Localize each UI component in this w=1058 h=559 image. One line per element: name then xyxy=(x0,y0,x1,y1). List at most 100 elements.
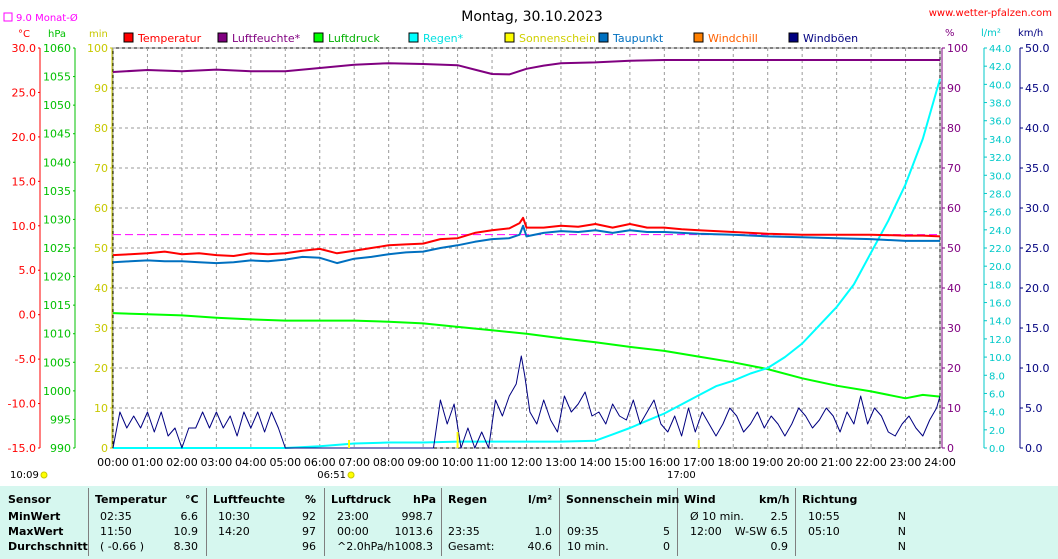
x-tick-label: 05:00 xyxy=(269,456,301,469)
pressure-axis-tick-label: 1060 xyxy=(43,42,71,55)
site-link[interactable]: www.wetter-pfalzen.com xyxy=(929,8,1052,19)
rain-axis-tick-label: 34.0 xyxy=(989,135,1011,146)
humidity-axis-tick-label: 90 xyxy=(947,82,961,95)
rain-axis-tick-label: 8.0 xyxy=(989,371,1005,382)
humidity-axis-tick-label: 70 xyxy=(947,162,961,175)
rain-axis-tick-label: 30.0 xyxy=(989,171,1011,182)
weather-chart: Montag, 30.10.2023 www.wetter-pfalzen.co… xyxy=(3,8,1052,481)
rain-axis-tick-label: 22.0 xyxy=(989,244,1011,255)
legend-label: Windböen xyxy=(803,32,858,45)
humidity-axis-tick-label: 0 xyxy=(947,442,954,455)
temp-axis-tick-label: 20.0 xyxy=(12,131,37,144)
x-tick-label: 10:00 xyxy=(442,456,474,469)
rain-value: 1.0 xyxy=(534,525,553,538)
rain-axis-tick-label: 28.0 xyxy=(989,189,1011,200)
wind-axis-tick-label: 15.0 xyxy=(1025,322,1050,335)
press-value: 1008.3 xyxy=(394,540,434,553)
pressure-axis-tick-label: 1025 xyxy=(43,242,71,255)
legend-label: Regen* xyxy=(423,32,464,45)
col-wind: Wind xyxy=(684,493,716,506)
dir-value: N xyxy=(897,525,906,538)
x-tick-label: 20:00 xyxy=(786,456,818,469)
rain-axis-tick-label: 32.0 xyxy=(989,153,1011,164)
hum-time: 10:30 xyxy=(218,510,250,523)
rain-axis-tick-label: 36.0 xyxy=(989,117,1011,128)
wind-value: 0.9 xyxy=(770,540,789,553)
monthly-avg-label: 9.0 Monat-Ø xyxy=(16,12,78,24)
sunrise-label: 06:51 xyxy=(317,470,346,481)
sunset-label: 17:00 xyxy=(667,470,696,481)
rain-time: Gesamt: xyxy=(448,540,495,553)
minutes-axis-tick-label: 90 xyxy=(94,82,108,95)
legend-swatch xyxy=(693,32,704,43)
temp-axis-tick-label: 25.0 xyxy=(12,86,37,99)
row-label: MinWert xyxy=(8,510,61,523)
x-tick-label: 23:00 xyxy=(890,456,922,469)
col-regen-unit: l/m² xyxy=(528,493,553,506)
temp-value: 6.6 xyxy=(180,510,199,523)
dewpoint-line xyxy=(112,224,940,265)
temp-axis-tick-label: 10.0 xyxy=(12,220,37,233)
minutes-axis-tick-label: 70 xyxy=(94,162,108,175)
humidity-axis-tick-label: 40 xyxy=(947,282,961,295)
temp-time: 02:35 xyxy=(100,510,132,523)
pressure-axis-tick-label: 1050 xyxy=(43,99,71,112)
x-tick-label: 07:00 xyxy=(338,456,370,469)
rain-axis-tick-label: 24.0 xyxy=(989,226,1011,237)
x-tick-label: 21:00 xyxy=(821,456,853,469)
temp-time: 11:50 xyxy=(100,525,132,538)
rain-axis-tick-label: 10.0 xyxy=(989,353,1011,364)
x-tick-label: 17:00 xyxy=(683,456,715,469)
x-tick-label: 24:00 xyxy=(924,456,956,469)
pressure-axis-tick-label: 995 xyxy=(50,413,71,426)
wind-time: Ø 10 min. xyxy=(690,510,744,523)
x-tick-label: 13:00 xyxy=(545,456,577,469)
legend-swatch xyxy=(788,32,799,43)
dir-time: 05:10 xyxy=(808,525,840,538)
rain-axis-tick-label: 20.0 xyxy=(989,262,1011,273)
sun-time: 10 min. xyxy=(567,540,609,553)
temp-axis-tick-label: 0.0 xyxy=(19,309,37,322)
legend-label: Taupunkt xyxy=(612,32,664,45)
pressure-axis-tick-label: 1005 xyxy=(43,356,71,369)
col-richtung: Richtung xyxy=(802,493,858,506)
temp-axis-tick-label: 5.0 xyxy=(19,264,37,277)
minutes-axis-tick-label: 60 xyxy=(94,202,108,215)
x-tick-label: 04:00 xyxy=(235,456,267,469)
hum-value: 97 xyxy=(302,525,316,538)
minutes-unit: min xyxy=(89,29,108,40)
temp-axis-tick-label: -5.0 xyxy=(15,353,36,366)
col-regen: Regen xyxy=(448,493,488,506)
hum-value: 96 xyxy=(302,540,316,553)
press-time: 00:00 xyxy=(337,525,369,538)
wind-gust-line xyxy=(112,355,941,449)
chart-title: Montag, 30.10.2023 xyxy=(461,9,603,25)
pressure-axis-tick-label: 1045 xyxy=(43,128,71,141)
hum-time: 14:20 xyxy=(218,525,250,538)
dir-value: N xyxy=(897,510,906,523)
legend-swatch xyxy=(598,32,609,43)
hum-value: 92 xyxy=(302,510,316,523)
row-label: MaxWert xyxy=(8,525,64,538)
rain-unit: l/m² xyxy=(981,28,1001,39)
x-tick-label: 02:00 xyxy=(166,456,198,469)
wind-axis-tick-label: 5.0 xyxy=(1025,402,1043,415)
rain-time: 23:35 xyxy=(448,525,480,538)
rain-axis-tick-label: 16.0 xyxy=(989,299,1011,310)
wind-value: 2.5 xyxy=(770,510,789,523)
temp-unit: °C xyxy=(18,29,30,40)
x-tick-label: 12:00 xyxy=(511,456,543,469)
temp-axis-tick-label: -15.0 xyxy=(8,442,36,455)
sunrise-icon xyxy=(347,471,355,479)
wind-axis-tick-label: 30.0 xyxy=(1025,202,1050,215)
pressure-line xyxy=(112,312,941,400)
pressure-axis-tick-label: 1055 xyxy=(43,71,71,84)
temp-axis-tick-label: -10.0 xyxy=(8,398,36,411)
wind-time: 12:00 xyxy=(690,525,722,538)
rain-value: 40.6 xyxy=(527,540,553,553)
temperature-line xyxy=(112,216,941,257)
rain-axis-tick-label: 18.0 xyxy=(989,280,1011,291)
x-tick-label: 06:00 xyxy=(304,456,336,469)
col-temperatur: Temperatur xyxy=(95,493,167,506)
legend-swatch xyxy=(408,32,419,43)
